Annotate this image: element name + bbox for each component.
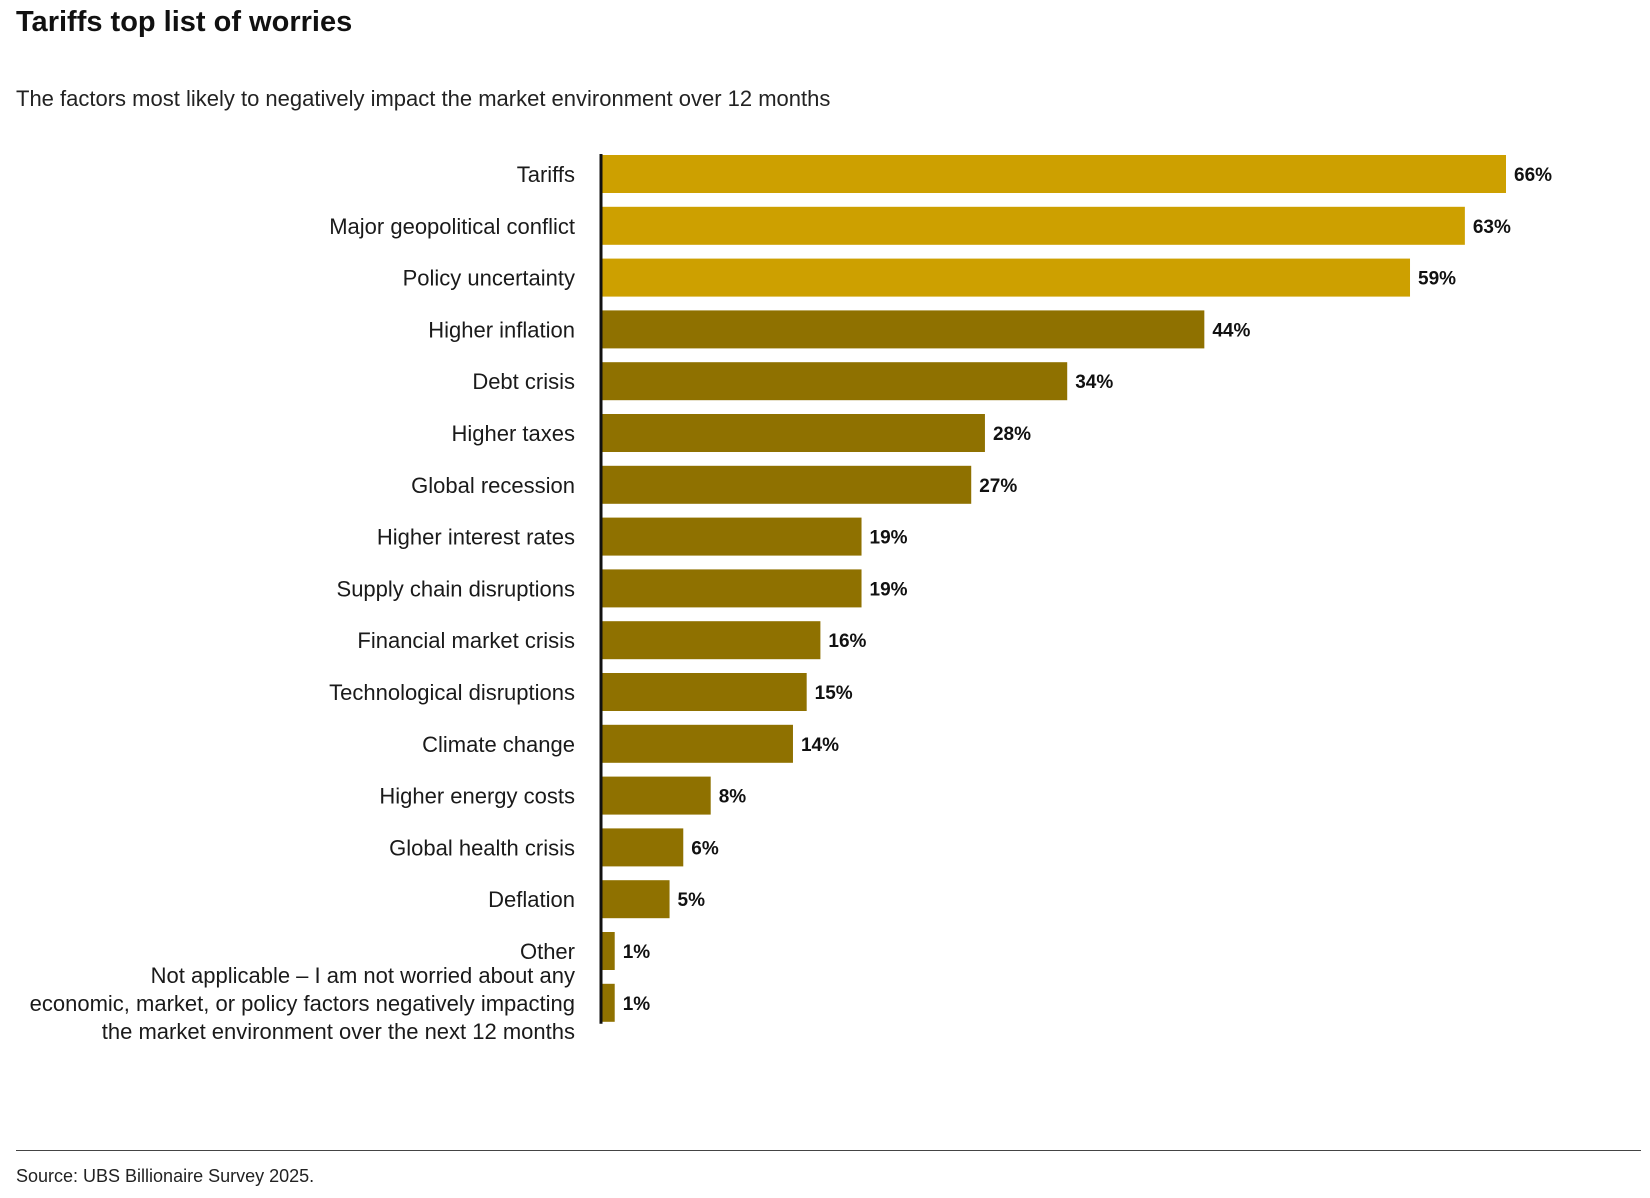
- value-label: 59%: [1418, 269, 1456, 290]
- source-note: Source: UBS Billionaire Survey 2025.: [16, 1166, 315, 1186]
- value-label: 14%: [801, 735, 839, 756]
- bar: [601, 776, 711, 815]
- value-label: 66%: [1514, 165, 1552, 186]
- category-label: the market environment over the next 12 …: [102, 1019, 575, 1044]
- value-label: 15%: [815, 683, 853, 704]
- bar: [601, 983, 615, 1022]
- category-label: Higher energy costs: [379, 784, 575, 809]
- bar: [601, 258, 1411, 297]
- category-label: Technological disruptions: [329, 680, 575, 705]
- bar: [601, 828, 684, 867]
- category-label: Deflation: [488, 887, 575, 912]
- bar: [601, 517, 862, 556]
- value-label: 34%: [1075, 372, 1113, 393]
- category-label: economic, market, or policy factors nega…: [30, 991, 575, 1016]
- category-label: Policy uncertainty: [403, 266, 575, 291]
- bar: [601, 932, 615, 970]
- category-label: Climate change: [422, 732, 575, 757]
- value-label: 27%: [979, 476, 1017, 497]
- value-label: 16%: [828, 631, 866, 652]
- bar: [601, 465, 972, 504]
- bar: [601, 724, 793, 763]
- bar: [601, 362, 1068, 401]
- category-label: Higher interest rates: [377, 525, 575, 550]
- bar-chart: 66% Tariffs 63% Major geopolitical conflict…: [30, 154, 1552, 1044]
- bar: [601, 880, 670, 919]
- chart-title: Tariffs top list of worries: [16, 6, 353, 38]
- category-label: Other: [520, 939, 575, 964]
- value-label: 44%: [1212, 320, 1250, 341]
- bar: [601, 310, 1205, 349]
- bar: [601, 206, 1465, 245]
- category-label: Supply chain disruptions: [337, 576, 575, 601]
- category-label: Major geopolitical conflict: [329, 214, 575, 239]
- category-label: Debt crisis: [472, 369, 575, 394]
- footer-divider: [16, 1150, 1641, 1151]
- value-label: 63%: [1473, 217, 1511, 238]
- bar: [601, 673, 807, 711]
- category-label: Global health crisis: [389, 835, 575, 860]
- bar: [601, 621, 821, 660]
- category-label: Global recession: [411, 473, 575, 498]
- value-label: 1%: [623, 994, 651, 1015]
- value-label: 8%: [719, 787, 747, 808]
- bar: [601, 414, 985, 452]
- value-label: 19%: [870, 579, 908, 600]
- value-label: 28%: [993, 424, 1031, 445]
- bar: [601, 569, 862, 608]
- category-label: Not applicable – I am not worried about …: [151, 963, 575, 988]
- value-label: 1%: [623, 942, 651, 963]
- category-label: Tariffs: [517, 162, 575, 187]
- category-label: Financial market crisis: [357, 628, 575, 653]
- value-label: 5%: [678, 890, 706, 911]
- value-label: 6%: [691, 838, 719, 859]
- value-label: 19%: [870, 528, 908, 549]
- category-label: Higher taxes: [451, 421, 575, 446]
- bar: [601, 155, 1506, 193]
- chart-subtitle: The factors most likely to negatively im…: [16, 86, 831, 111]
- category-label: Higher inflation: [428, 317, 575, 342]
